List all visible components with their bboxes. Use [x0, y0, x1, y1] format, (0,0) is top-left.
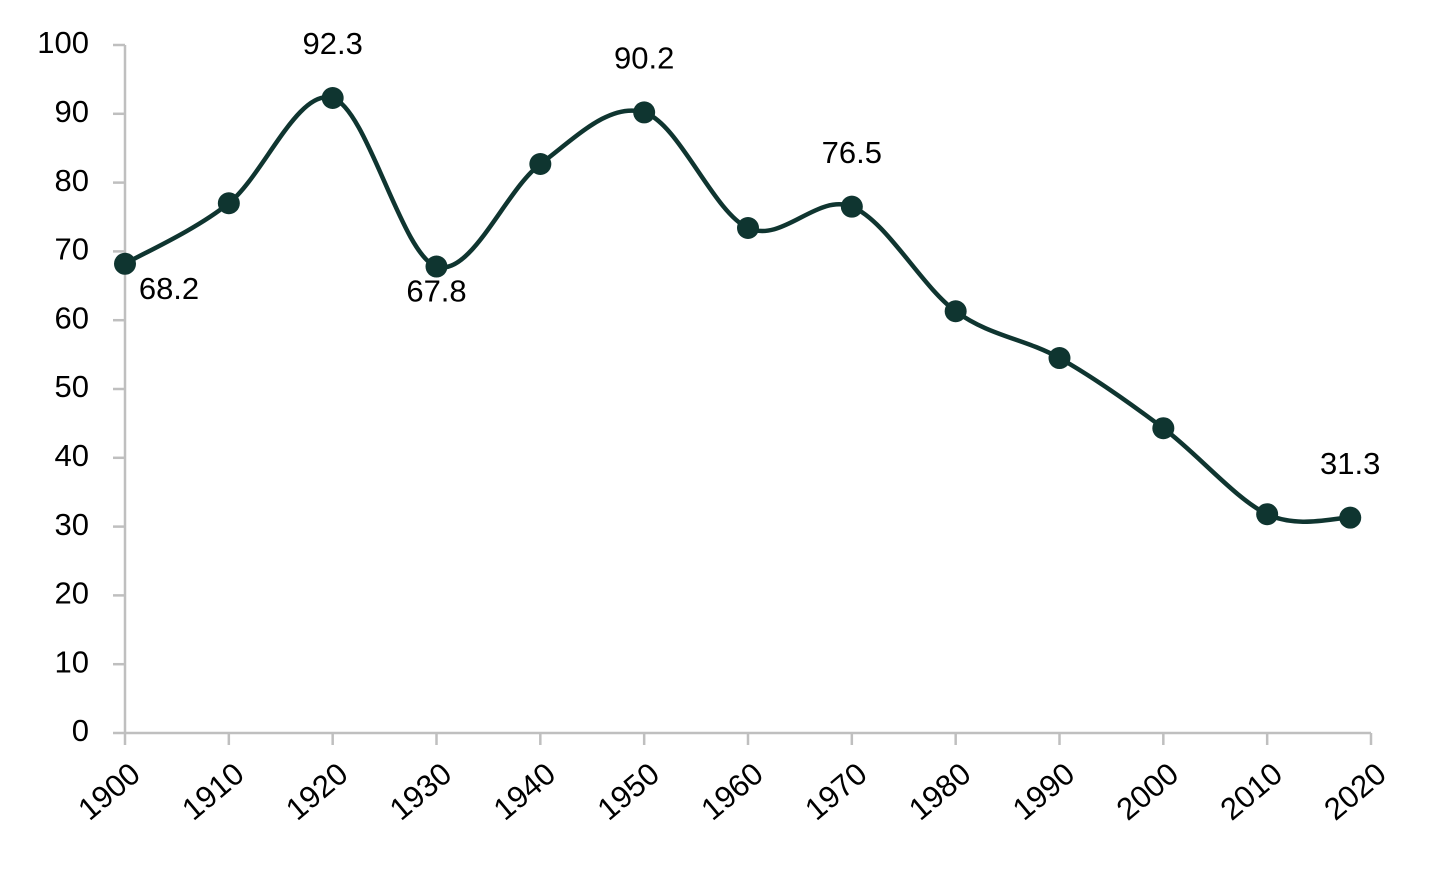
x-tick-label: 1970 [798, 756, 873, 827]
point [114, 252, 136, 275]
point [840, 195, 863, 218]
x-tick-label: 1990 [1006, 756, 1081, 827]
x-tick-label: 2010 [1214, 756, 1289, 827]
data-label: 31.3 [1320, 446, 1380, 481]
y-tick-label: 60 [55, 300, 89, 335]
point [633, 101, 656, 124]
x-tick-label: 2020 [1317, 756, 1392, 827]
line [123, 94, 1351, 524]
y-tick-label: 30 [55, 507, 89, 542]
y-tick-label: 10 [55, 644, 89, 679]
x-tick-label: 1910 [175, 756, 250, 827]
point [1048, 347, 1071, 370]
data-label: 68.2 [139, 271, 199, 306]
y-tick-label: 80 [55, 163, 89, 198]
x-tick-label: 1900 [71, 756, 146, 827]
y-tick-label: 40 [55, 438, 89, 473]
point [1339, 506, 1362, 529]
y-tick-label: 20 [55, 576, 89, 611]
point [529, 153, 552, 176]
x-tick-label: 1980 [902, 756, 977, 827]
x-tick-label: 2000 [1110, 756, 1185, 827]
point [1256, 503, 1279, 526]
point [1152, 417, 1175, 440]
data-label: 67.8 [406, 274, 466, 309]
point [425, 255, 448, 278]
y-tick-label: 50 [55, 369, 89, 404]
y-tick-label: 100 [37, 25, 89, 60]
y-tick-label: 90 [55, 94, 89, 129]
point [737, 217, 759, 240]
x-tick-label: 1940 [487, 756, 562, 827]
data-label: 92.3 [302, 26, 362, 61]
y-tick-label: 70 [55, 232, 89, 267]
point [321, 86, 344, 109]
x-tick-label: 1920 [279, 756, 354, 827]
data-label: 76.5 [822, 135, 882, 170]
point [217, 192, 240, 215]
data-label: 90.2 [614, 41, 674, 76]
x-tick-label: 1950 [591, 756, 666, 827]
point [944, 300, 967, 323]
y-tick-label: 0 [72, 713, 89, 748]
x-tick-label: 1960 [694, 756, 769, 827]
x-tick-label: 1930 [383, 756, 458, 827]
